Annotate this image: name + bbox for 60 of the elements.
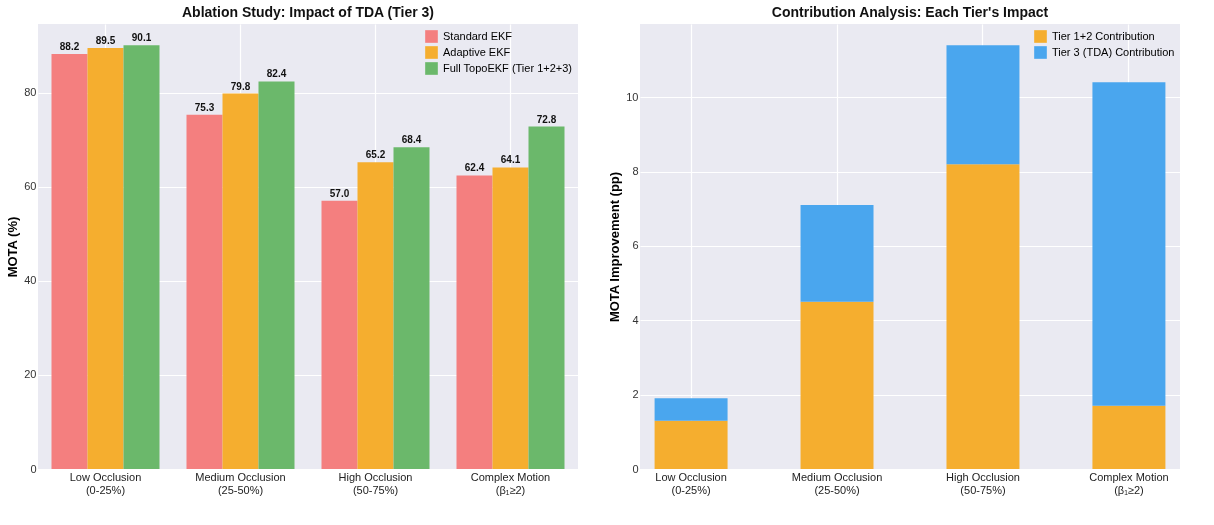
data-label: 75.3 xyxy=(194,101,215,113)
bar xyxy=(492,167,529,469)
legend-label: Tier 3 (TDA) Contribution xyxy=(1052,45,1175,58)
data-label: 64.1 xyxy=(500,154,521,166)
y-tick-label: 2 xyxy=(632,388,639,401)
bar xyxy=(321,200,358,469)
bar xyxy=(357,162,394,469)
data-label: 88.2 xyxy=(59,41,80,53)
data-label: 72.8 xyxy=(536,113,557,125)
data-label: 62.4 xyxy=(464,162,485,174)
x-tick-label: Medium Occlusion (25-50%) xyxy=(195,470,286,496)
x-tick-label: Low Occlusion (0-25%) xyxy=(655,470,727,496)
x-tick-label: High Occlusion (50-75%) xyxy=(338,470,413,496)
bar xyxy=(51,54,88,469)
bar xyxy=(1092,82,1166,406)
bar xyxy=(654,398,728,421)
bar xyxy=(800,301,874,469)
bar xyxy=(800,205,874,302)
data-label: 90.1 xyxy=(131,32,152,44)
bar xyxy=(654,420,728,469)
y-tick-label: 60 xyxy=(24,180,37,193)
legend-label: Adaptive EKF xyxy=(443,45,511,58)
bar xyxy=(528,126,565,469)
chart-title: Ablation Study: Impact of TDA (Tier 3) xyxy=(181,4,435,20)
bar xyxy=(123,45,160,469)
y-tick-label: 40 xyxy=(24,274,37,287)
x-tick-label: High Occlusion (50-75%) xyxy=(945,470,1020,496)
y-tick-label: 4 xyxy=(632,313,639,326)
chart-title: Contribution Analysis: Each Tier's Impact xyxy=(771,4,1049,20)
y-tick-label: 0 xyxy=(632,462,639,475)
y-tick-label: 6 xyxy=(632,239,639,252)
bar xyxy=(393,147,430,469)
data-label: 68.4 xyxy=(401,134,422,146)
bar xyxy=(87,47,124,469)
y-tick-label: 10 xyxy=(626,90,639,103)
data-label: 79.8 xyxy=(230,80,251,92)
data-label: 82.4 xyxy=(266,68,287,80)
legend-label: Full TopoEKF (Tier 1+2+3) xyxy=(443,61,573,74)
bar xyxy=(456,175,493,469)
data-label: 65.2 xyxy=(365,149,386,161)
bar xyxy=(1092,405,1166,469)
bar xyxy=(258,81,295,469)
x-tick-label: Complex Motion (β₁≥2) xyxy=(470,470,551,496)
bar xyxy=(222,93,259,469)
y-tick-label: 8 xyxy=(632,165,639,178)
x-tick-label: Medium Occlusion (25-50%) xyxy=(791,470,883,496)
bar xyxy=(946,45,1020,165)
y-tick-label: 20 xyxy=(24,368,37,381)
legend-label: Standard EKF xyxy=(443,29,513,42)
y-axis-title: MOTA Improvement (pp) xyxy=(607,171,623,323)
x-tick-label: Low Occlusion (0-25%) xyxy=(69,470,142,496)
data-label: 57.0 xyxy=(329,187,350,199)
legend-label: Tier 1+2 Contribution xyxy=(1052,29,1155,42)
y-axis-title: MOTA (%) xyxy=(5,216,21,278)
x-tick-label: Complex Motion (β₁≥2) xyxy=(1089,470,1169,496)
y-tick-label: 80 xyxy=(24,86,37,99)
bar xyxy=(946,164,1020,469)
data-label: 89.5 xyxy=(95,34,116,46)
bar xyxy=(186,114,223,469)
y-tick-label: 0 xyxy=(30,462,37,475)
